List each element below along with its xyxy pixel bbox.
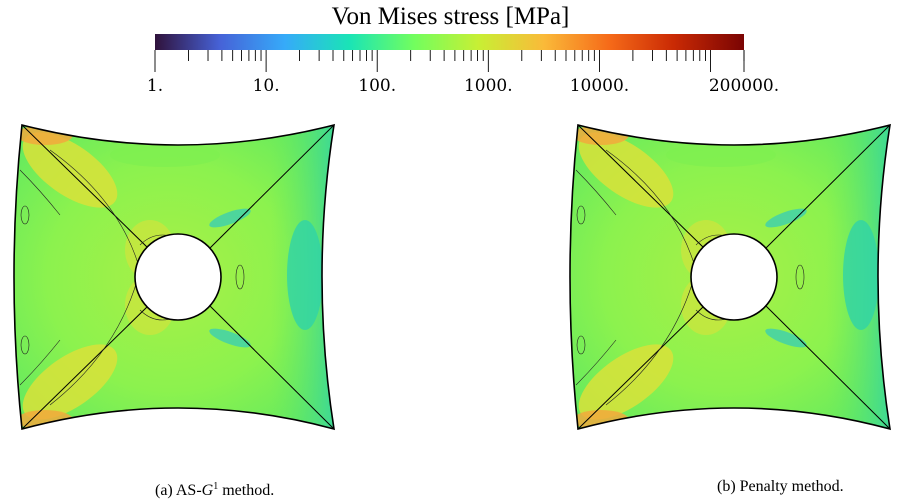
caption-a-prefix: (a) AS-: [155, 482, 202, 499]
colorbar-tick-label: 1000.: [464, 76, 513, 96]
colorbar-tick-label: 10000.: [570, 76, 629, 96]
caption-a-suffix: method.: [218, 482, 275, 499]
colorbar-tick-label: 100.: [358, 76, 396, 96]
caption-b: (b) Penalty method.: [717, 478, 844, 495]
colorbar-tick-labels: 1. 10. 100. 1000. 10000. 200000.: [147, 76, 779, 96]
caption-a: (a) AS-G1 method.: [155, 478, 274, 500]
colorbar: 1. 10. 100. 1000. 10000. 200000.: [147, 34, 779, 96]
colorbar-tick-label: 200000.: [709, 76, 779, 96]
caption-a-symbol: G: [201, 482, 214, 499]
colorbar-gradient: [155, 34, 744, 50]
colorbar-tick-label: 1.: [147, 76, 163, 96]
colorbar-tick-label: 10.: [253, 76, 280, 96]
colorbar-ticks: [154, 50, 745, 72]
hole-a: [134, 233, 222, 321]
hole-b: [690, 233, 778, 321]
panel-b-plot: [569, 123, 891, 431]
caption-a-superscript: 1: [213, 481, 219, 492]
colorbar-title: Von Mises stress [MPa]: [331, 3, 570, 30]
panel-a-plot: [13, 123, 335, 431]
